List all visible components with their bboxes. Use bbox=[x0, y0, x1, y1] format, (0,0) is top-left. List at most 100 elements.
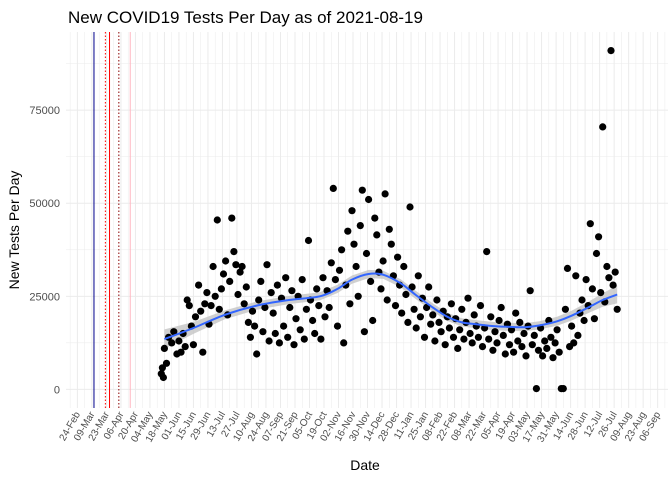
data-point bbox=[236, 268, 244, 276]
data-point bbox=[232, 261, 240, 269]
data-point bbox=[346, 300, 354, 308]
data-point bbox=[499, 331, 507, 339]
data-point bbox=[410, 305, 418, 313]
data-point bbox=[185, 302, 193, 310]
chart-title: New COVID19 Tests Per Day as of 2021-08-… bbox=[68, 8, 423, 27]
data-point bbox=[400, 262, 408, 271]
data-point bbox=[234, 290, 242, 299]
data-point bbox=[549, 354, 557, 362]
x-axis-ticks: 24-Feb09-Mar23-Mar06-Apr20-Apr04-May18-M… bbox=[58, 409, 664, 444]
data-point bbox=[532, 385, 541, 393]
data-point bbox=[391, 302, 400, 310]
data-point bbox=[265, 337, 273, 345]
data-point bbox=[383, 296, 391, 304]
data-point bbox=[280, 322, 288, 330]
data-point bbox=[271, 329, 279, 338]
data-point bbox=[177, 348, 185, 356]
trend-confidence-band bbox=[164, 269, 618, 349]
data-point bbox=[230, 248, 238, 256]
data-point bbox=[520, 329, 528, 338]
data-point bbox=[284, 333, 292, 341]
reference-lines bbox=[93, 32, 131, 408]
data-point bbox=[435, 318, 443, 326]
data-point bbox=[454, 344, 462, 352]
data-point bbox=[211, 292, 219, 300]
data-point bbox=[509, 348, 518, 356]
data-point bbox=[387, 240, 395, 248]
data-point bbox=[433, 296, 441, 304]
data-point bbox=[414, 272, 422, 280]
data-point bbox=[528, 341, 536, 349]
data-point bbox=[292, 315, 300, 323]
data-point bbox=[209, 262, 217, 271]
data-point bbox=[512, 309, 520, 317]
data-point bbox=[408, 283, 416, 291]
data-point bbox=[406, 203, 414, 211]
data-point bbox=[526, 287, 534, 295]
data-point bbox=[286, 303, 294, 312]
data-point bbox=[595, 233, 603, 241]
data-point bbox=[354, 292, 362, 300]
data-point bbox=[605, 274, 613, 282]
data-point bbox=[394, 253, 402, 261]
data-point bbox=[516, 318, 524, 326]
data-point bbox=[603, 262, 611, 271]
y-axis-title: New Tests Per Day bbox=[6, 171, 22, 290]
data-point bbox=[478, 343, 487, 351]
data-point bbox=[425, 283, 433, 291]
data-point bbox=[197, 307, 205, 315]
data-point bbox=[238, 262, 246, 271]
y-tick-label: 0 bbox=[54, 384, 60, 396]
data-point bbox=[431, 337, 439, 345]
data-point bbox=[290, 341, 298, 349]
data-point bbox=[251, 322, 259, 330]
data-point bbox=[553, 326, 561, 334]
data-point bbox=[369, 316, 377, 325]
data-point bbox=[246, 333, 254, 341]
data-point bbox=[340, 339, 348, 347]
data-point bbox=[313, 285, 321, 293]
data-point bbox=[613, 305, 621, 313]
data-point bbox=[518, 343, 526, 351]
data-point bbox=[495, 316, 503, 325]
grid-minor bbox=[66, 32, 668, 408]
data-point bbox=[466, 329, 474, 338]
x-axis-title: Date bbox=[350, 457, 380, 473]
data-point bbox=[160, 344, 168, 352]
data-point bbox=[298, 276, 306, 284]
data-point bbox=[338, 246, 346, 254]
data-point bbox=[228, 214, 236, 222]
data-point bbox=[530, 331, 538, 339]
data-point bbox=[418, 294, 426, 302]
data-point bbox=[282, 274, 290, 282]
data-point bbox=[257, 277, 265, 285]
data-point bbox=[311, 329, 319, 338]
data-point bbox=[487, 313, 495, 321]
data-point bbox=[159, 373, 167, 382]
data-point bbox=[377, 285, 385, 293]
data-point bbox=[447, 300, 455, 308]
data-point bbox=[497, 303, 505, 312]
data-point bbox=[458, 305, 466, 313]
data-point bbox=[222, 257, 230, 265]
data-point bbox=[404, 318, 412, 326]
data-point bbox=[255, 296, 263, 304]
data-point bbox=[373, 231, 381, 239]
data-point bbox=[543, 344, 551, 352]
data-point bbox=[302, 305, 310, 313]
data-point bbox=[541, 337, 549, 345]
data-point bbox=[183, 296, 191, 304]
data-point bbox=[321, 313, 329, 321]
data-point bbox=[259, 328, 267, 336]
data-point bbox=[427, 320, 435, 328]
data-point bbox=[203, 289, 211, 297]
data-point bbox=[437, 328, 445, 336]
data-point bbox=[219, 270, 228, 278]
data-point bbox=[191, 313, 200, 321]
data-point bbox=[501, 350, 509, 358]
data-point bbox=[195, 281, 203, 289]
data-point bbox=[420, 333, 429, 341]
data-point bbox=[162, 359, 171, 367]
data-point bbox=[352, 262, 360, 271]
trend-curve bbox=[164, 272, 618, 341]
